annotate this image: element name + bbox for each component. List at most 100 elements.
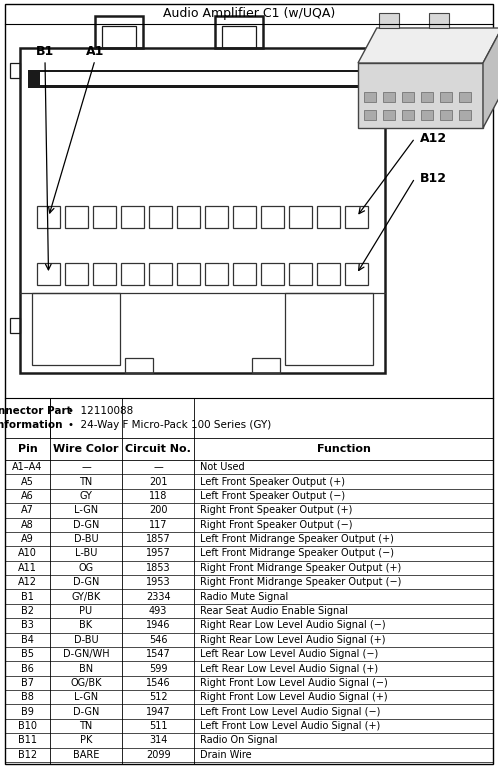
Polygon shape — [483, 28, 498, 128]
Text: D-GN/WH: D-GN/WH — [63, 649, 110, 659]
Text: D-GN: D-GN — [73, 520, 99, 530]
Text: Function: Function — [317, 444, 371, 454]
Text: 201: 201 — [149, 477, 167, 487]
Text: 512: 512 — [149, 692, 167, 702]
Text: Drain Wire: Drain Wire — [200, 750, 252, 760]
Text: 118: 118 — [149, 491, 167, 501]
Bar — [317, 206, 340, 228]
Text: B12: B12 — [18, 750, 37, 760]
Text: Audio Amplifier C1 (w/UQA): Audio Amplifier C1 (w/UQA) — [163, 8, 335, 21]
Text: BK: BK — [80, 621, 93, 631]
Text: Right Front Low Level Audio Signal (+): Right Front Low Level Audio Signal (+) — [200, 692, 388, 702]
Text: Wire Color: Wire Color — [53, 444, 119, 454]
Bar — [402, 110, 414, 120]
Text: A12: A12 — [420, 131, 447, 144]
Text: A10: A10 — [18, 548, 37, 558]
Text: OG/BK: OG/BK — [70, 678, 102, 688]
Bar — [149, 206, 172, 228]
Text: •  12110088: • 12110088 — [68, 406, 133, 415]
Text: A11: A11 — [18, 563, 37, 573]
Text: Radio Mute Signal: Radio Mute Signal — [200, 591, 289, 601]
Text: Left Rear Low Level Audio Signal (−): Left Rear Low Level Audio Signal (−) — [200, 649, 378, 659]
Bar — [440, 110, 452, 120]
Text: 546: 546 — [149, 635, 167, 645]
Text: Pin: Pin — [17, 444, 37, 454]
Bar — [383, 92, 395, 102]
Text: L-GN: L-GN — [74, 692, 98, 702]
Text: •  24-Way F Micro-Pack 100 Series (GY): • 24-Way F Micro-Pack 100 Series (GY) — [68, 420, 271, 430]
Text: 200: 200 — [149, 505, 167, 515]
Text: A1: A1 — [86, 45, 104, 58]
Text: Connector Part
Information: Connector Part Information — [0, 406, 72, 429]
Bar — [402, 92, 414, 102]
Bar — [65, 206, 88, 228]
Bar — [93, 206, 116, 228]
Text: A7: A7 — [21, 505, 34, 515]
Text: B5: B5 — [21, 649, 34, 659]
Text: Right Front Speaker Output (+): Right Front Speaker Output (+) — [200, 505, 353, 515]
Text: 2334: 2334 — [146, 591, 170, 601]
Bar — [421, 92, 433, 102]
Text: A9: A9 — [21, 534, 34, 544]
Text: GY: GY — [80, 491, 93, 501]
Text: 511: 511 — [149, 721, 167, 731]
Bar — [37, 263, 60, 285]
Bar — [383, 110, 395, 120]
Text: TN: TN — [79, 721, 93, 731]
Text: Left Front Low Level Audio Signal (+): Left Front Low Level Audio Signal (+) — [200, 721, 380, 731]
Bar — [345, 263, 368, 285]
Text: B6: B6 — [21, 664, 34, 674]
Text: PK: PK — [80, 736, 92, 746]
Text: 117: 117 — [149, 520, 167, 530]
Text: Not Used: Not Used — [200, 462, 245, 472]
Text: Left Front Low Level Audio Signal (−): Left Front Low Level Audio Signal (−) — [200, 707, 380, 717]
Text: A5: A5 — [21, 477, 34, 487]
Bar — [345, 206, 368, 228]
Text: 1857: 1857 — [146, 534, 171, 544]
Text: Right Rear Low Level Audio Signal (+): Right Rear Low Level Audio Signal (+) — [200, 635, 386, 645]
Bar — [358, 63, 483, 128]
Text: Left Rear Low Level Audio Signal (+): Left Rear Low Level Audio Signal (+) — [200, 664, 378, 674]
Text: 1947: 1947 — [146, 707, 170, 717]
Text: BARE: BARE — [73, 750, 99, 760]
Text: 1953: 1953 — [146, 578, 170, 588]
Text: Circuit No.: Circuit No. — [125, 444, 191, 454]
Text: 1946: 1946 — [146, 621, 170, 631]
Text: PU: PU — [80, 606, 93, 616]
Text: L-GN: L-GN — [74, 505, 98, 515]
Text: B12: B12 — [420, 171, 447, 184]
Text: 599: 599 — [149, 664, 167, 674]
Text: GY/BK: GY/BK — [71, 591, 101, 601]
Text: 493: 493 — [149, 606, 167, 616]
Bar — [421, 110, 433, 120]
Bar — [289, 206, 312, 228]
Bar — [149, 263, 172, 285]
Text: 314: 314 — [149, 736, 167, 746]
Bar — [65, 263, 88, 285]
Bar — [121, 263, 144, 285]
Text: B4: B4 — [21, 635, 34, 645]
Bar — [440, 92, 452, 102]
Text: D-GN: D-GN — [73, 707, 99, 717]
Bar — [233, 263, 256, 285]
Text: B11: B11 — [18, 736, 37, 746]
Text: B1: B1 — [21, 591, 34, 601]
Text: —: — — [153, 462, 163, 472]
Text: Right Front Midrange Speaker Output (−): Right Front Midrange Speaker Output (−) — [200, 578, 402, 588]
Text: TN: TN — [79, 477, 93, 487]
Text: D-BU: D-BU — [74, 534, 98, 544]
Bar — [28, 70, 377, 88]
Text: B9: B9 — [21, 707, 34, 717]
Bar — [177, 263, 200, 285]
Text: —: — — [81, 462, 91, 472]
Text: B2: B2 — [21, 606, 34, 616]
Text: D-GN: D-GN — [73, 578, 99, 588]
Text: 1957: 1957 — [146, 548, 171, 558]
Text: A8: A8 — [21, 520, 34, 530]
Text: 1546: 1546 — [146, 678, 170, 688]
Text: Left Front Speaker Output (−): Left Front Speaker Output (−) — [200, 491, 346, 501]
Bar — [177, 206, 200, 228]
Text: Right Front Low Level Audio Signal (−): Right Front Low Level Audio Signal (−) — [200, 678, 388, 688]
Bar — [261, 263, 284, 285]
Bar — [459, 92, 471, 102]
